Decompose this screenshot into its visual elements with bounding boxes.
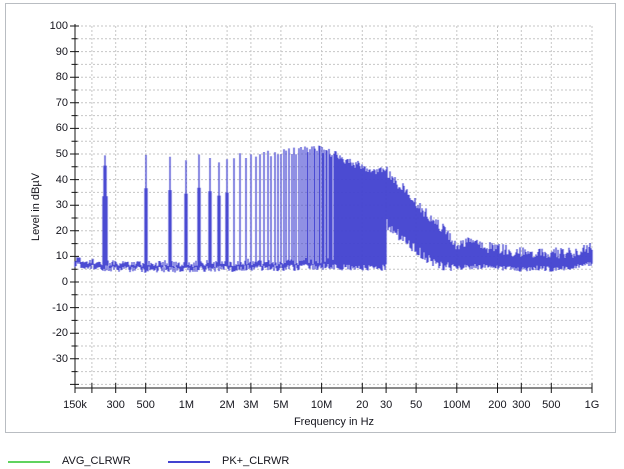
x-tick-label: 1M xyxy=(178,399,195,411)
y-tick-label: 90 xyxy=(55,45,68,58)
pk-trace xyxy=(74,145,593,273)
y-tick-label: -10 xyxy=(52,301,68,314)
legend: AVG_CLRWR PK+_CLRWR xyxy=(0,455,624,469)
x-tick-label: 200 xyxy=(488,399,507,411)
y-tick-label: 100 xyxy=(49,20,68,32)
y-tick-label: 10 xyxy=(55,250,68,263)
y-tick-label: 0 xyxy=(61,276,68,288)
x-tick-label: 50 xyxy=(409,399,423,411)
x-tick-label: 5M xyxy=(273,399,289,411)
y-tick-label: 80 xyxy=(55,71,68,84)
y-tick-label: 60 xyxy=(55,122,68,135)
x-tick-label: 3M xyxy=(243,399,259,411)
legend-swatch-pk xyxy=(168,461,210,463)
axis-lines-and-ticks xyxy=(70,24,593,393)
x-axis-title: Frequency in Hz xyxy=(293,416,375,428)
x-tick-label: 30 xyxy=(379,399,393,411)
legend-label-avg: AVG_CLRWR xyxy=(62,455,131,467)
x-tick-label: 500 xyxy=(542,399,561,411)
x-tick-label: 20 xyxy=(356,399,369,411)
x-tick-label: 300 xyxy=(106,399,125,411)
y-tick-label: 40 xyxy=(55,173,68,186)
legend-label-pk: PK+_CLRWR xyxy=(222,455,290,467)
x-tick-label: 1G xyxy=(584,399,600,411)
y-tick-label: 20 xyxy=(55,224,68,237)
legend-swatch-avg xyxy=(8,461,50,463)
y-tick-label: -30 xyxy=(52,352,68,365)
y-tick-label: 50 xyxy=(55,148,68,160)
x-tick-label: 500 xyxy=(136,399,155,411)
x-tick-label: 300 xyxy=(512,399,531,411)
y-tick-label: 70 xyxy=(55,96,68,109)
x-tick-label: 10M xyxy=(310,399,333,411)
x-tick-label: 150k xyxy=(63,399,87,411)
y-tick-label: -20 xyxy=(52,327,68,340)
x-tick-label: 100M xyxy=(443,399,471,411)
x-tick-label: 2M xyxy=(219,399,235,411)
y-axis-title: Level in dBµV xyxy=(30,172,42,242)
y-tick-label: 30 xyxy=(55,199,68,212)
